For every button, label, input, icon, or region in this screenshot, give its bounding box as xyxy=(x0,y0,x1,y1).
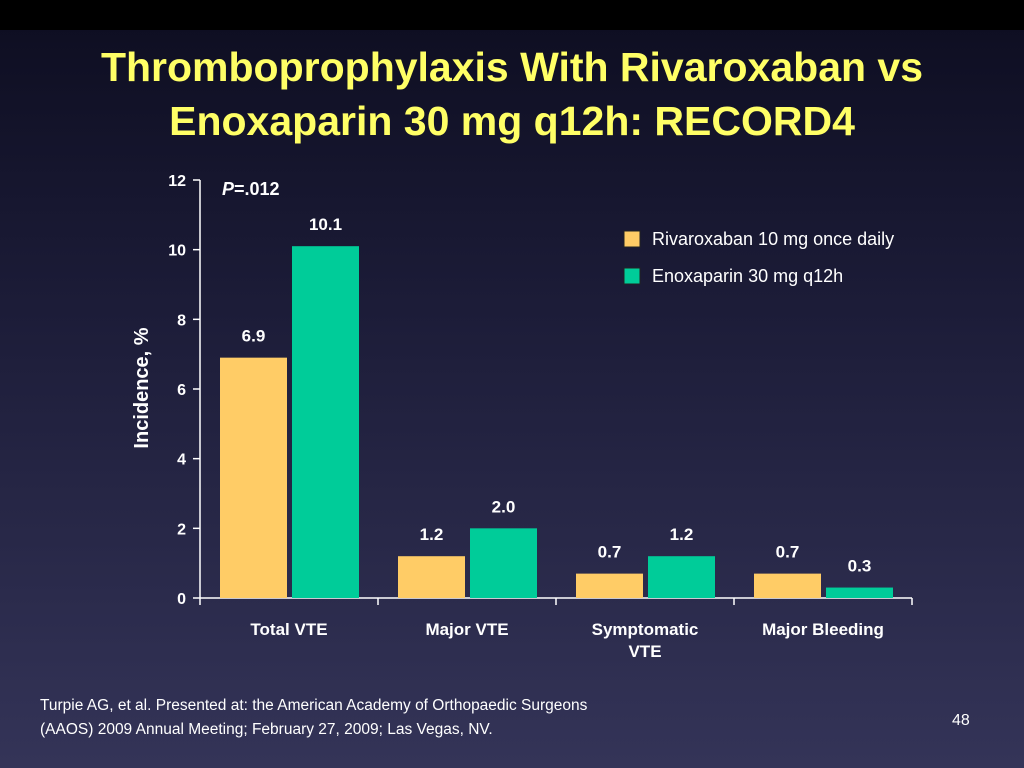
bar-rivaroxaban xyxy=(398,556,465,598)
p-value-annotation: P=.012 xyxy=(222,179,280,199)
data-label: 0.3 xyxy=(848,557,872,576)
legend-label: Rivaroxaban 10 mg once daily xyxy=(652,229,894,249)
y-tick-label: 0 xyxy=(177,591,186,608)
y-tick-label: 2 xyxy=(177,521,186,538)
page-number: 48 xyxy=(952,712,970,729)
data-label: 2.0 xyxy=(492,497,516,516)
y-tick-label: 4 xyxy=(177,452,186,469)
top-bar xyxy=(0,0,1024,30)
data-label: 10.1 xyxy=(309,215,342,234)
citation-line-1: Turpie AG, et al. Presented at: the Amer… xyxy=(40,697,588,714)
y-tick-label: 6 xyxy=(177,382,186,399)
p-value-italic: P xyxy=(222,179,235,199)
x-category-label: Major VTE xyxy=(425,620,508,639)
bar-enoxaparin xyxy=(826,587,893,598)
citation-line-2: (AAOS) 2009 Annual Meeting; February 27,… xyxy=(40,721,493,738)
data-label: 6.9 xyxy=(242,327,266,346)
bar-rivaroxaban xyxy=(220,357,287,598)
bar-enoxaparin xyxy=(292,246,359,598)
slide-title: Thromboprophylaxis With Rivaroxaban vs E… xyxy=(20,40,1004,148)
title-line-2: Enoxaparin 30 mg q12h: RECORD4 xyxy=(169,98,855,144)
y-tick-label: 8 xyxy=(177,312,186,329)
y-tick-label: 10 xyxy=(168,243,186,260)
legend-swatch xyxy=(623,230,641,248)
x-category-label: Symptomatic xyxy=(592,620,699,639)
bar-chart: 0 2 4 6 8 10 12 Incidence, % 6.9 10.1 Total VTE 1.2… xyxy=(131,173,894,661)
data-label: 1.2 xyxy=(420,525,444,544)
title-line-1: Thromboprophylaxis With Rivaroxaban vs xyxy=(100,44,924,90)
y-tick-label: 12 xyxy=(168,173,186,190)
bar-enoxaparin xyxy=(470,528,537,598)
y-axis-title: Incidence, % xyxy=(131,327,153,448)
x-category-label: Major Bleeding xyxy=(762,620,884,639)
bar-rivaroxaban xyxy=(576,573,643,598)
data-label: 1.2 xyxy=(670,525,694,544)
bar-rivaroxaban xyxy=(754,573,821,598)
x-category-label: Total VTE xyxy=(250,620,327,639)
p-value-text: =.012 xyxy=(234,179,280,199)
citation: Turpie AG, et al. Presented at: the Amer… xyxy=(40,694,587,742)
data-label: 0.7 xyxy=(598,543,622,562)
x-category-label: VTE xyxy=(628,642,661,661)
legend-label: Enoxaparin 30 mg q12h xyxy=(652,266,843,286)
legend-swatch xyxy=(623,267,641,285)
bar-enoxaparin xyxy=(648,556,715,598)
data-label: 0.7 xyxy=(776,543,800,562)
